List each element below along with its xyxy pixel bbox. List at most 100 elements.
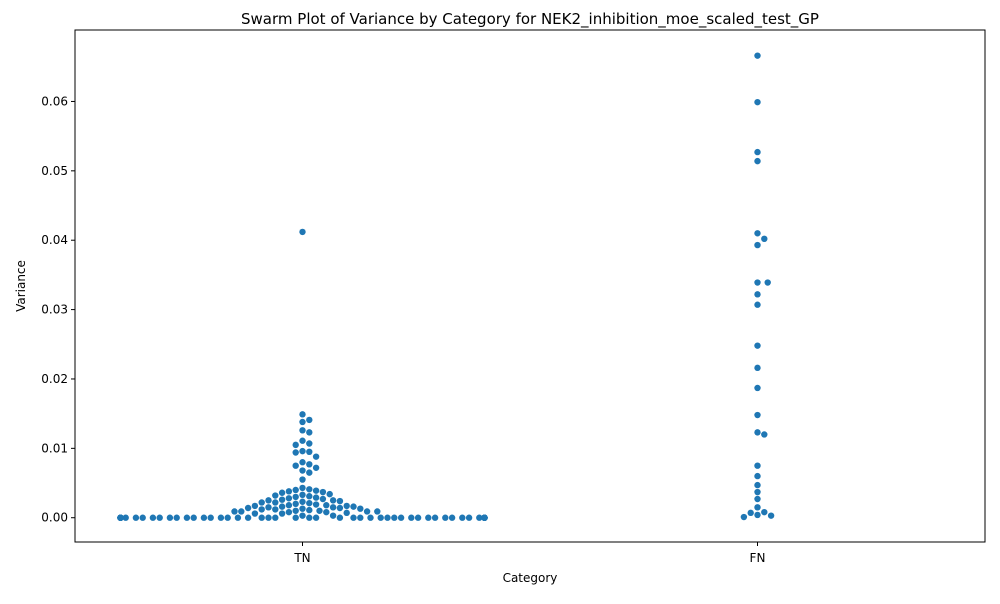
swarm-point-tn — [149, 514, 157, 521]
swarm-point-fn — [754, 472, 761, 480]
data-points — [117, 52, 775, 521]
swarm-point-tn — [306, 514, 313, 521]
swarm-point-tn — [272, 506, 279, 513]
swarm-point-tn — [384, 514, 391, 521]
swarm-point-tn — [350, 514, 357, 521]
swarm-point-tn — [299, 505, 306, 512]
swarm-point-tn — [292, 507, 299, 514]
swarm-point-tn — [265, 514, 272, 521]
swarm-point-fn — [740, 513, 748, 521]
y-tick-label: 0.01 — [41, 441, 68, 455]
swarm-point-tn — [122, 514, 129, 521]
swarm-point-tn — [391, 514, 398, 521]
swarm-point-tn — [299, 484, 306, 492]
swarm-point-tn — [481, 514, 488, 521]
swarm-point-tn — [336, 497, 344, 505]
y-tick-label: 0.05 — [41, 164, 68, 178]
swarm-point-tn — [350, 503, 357, 510]
swarm-point-tn — [258, 514, 265, 521]
swarm-point-tn — [272, 499, 279, 506]
swarm-point-tn — [292, 462, 299, 469]
swarm-point-tn — [285, 502, 293, 509]
swarm-point-fn — [754, 462, 761, 469]
swarm-point-tn — [408, 514, 415, 521]
swarm-point-tn — [343, 509, 350, 517]
swarm-point-fn — [754, 411, 761, 419]
swarm-point-tn — [329, 504, 337, 511]
swarm-point-tn — [306, 440, 313, 447]
swarm-point-tn — [258, 499, 265, 506]
swarm-point-tn — [200, 514, 208, 521]
swarm-point-tn — [397, 514, 405, 521]
swarm-point-fn — [754, 488, 761, 496]
y-tick-label: 0.06 — [41, 94, 68, 108]
swarm-point-tn — [139, 514, 146, 521]
swarm-point-tn — [319, 495, 327, 503]
swarm-point-tn — [299, 459, 306, 466]
swarm-point-tn — [265, 497, 272, 504]
swarm-point-fn — [761, 235, 768, 243]
swarm-point-tn — [299, 476, 306, 483]
swarm-point-tn — [323, 508, 330, 516]
swarm-point-tn — [272, 514, 279, 521]
swarm-point-tn — [132, 514, 140, 521]
swarm-point-fn — [761, 431, 768, 438]
swarm-point-tn — [323, 502, 330, 509]
swarm-point-fn — [754, 98, 761, 106]
swarm-point-tn — [442, 514, 449, 521]
swarm-point-tn — [312, 494, 320, 501]
swarm-point-tn — [299, 427, 306, 434]
swarm-point-tn — [234, 514, 242, 521]
swarm-point-tn — [292, 449, 299, 456]
swarm-point-tn — [190, 514, 197, 521]
swarm-point-tn — [292, 486, 299, 494]
swarm-point-tn — [272, 492, 279, 499]
swarm-point-tn — [299, 491, 306, 499]
swarm-point-tn — [319, 488, 327, 496]
swarm-point-fn — [754, 279, 761, 286]
swarm-point-tn — [285, 508, 293, 516]
swarm-point-tn — [306, 493, 313, 500]
swarm-point-tn — [166, 514, 174, 521]
swarm-point-tn — [343, 502, 350, 510]
swarm-point-fn — [754, 52, 761, 59]
swarm-point-tn — [285, 488, 293, 495]
swarm-point-tn — [292, 493, 299, 501]
swarm-point-tn — [258, 506, 265, 513]
y-tick-label: 0.02 — [41, 372, 68, 386]
swarm-point-fn — [747, 509, 754, 517]
swarm-point-tn — [425, 514, 432, 521]
swarm-point-tn — [312, 501, 320, 508]
swarm-point-tn — [336, 504, 344, 512]
swarm-point-tn — [312, 464, 320, 471]
swarm-point-tn — [448, 514, 456, 521]
swarm-point-tn — [299, 437, 306, 444]
swarm-point-tn — [299, 418, 306, 426]
swarm-point-tn — [306, 506, 313, 514]
swarm-point-tn — [374, 508, 381, 515]
swarm-point-tn — [306, 486, 313, 493]
swarm-point-fn — [754, 342, 761, 349]
swarm-point-tn — [357, 514, 364, 521]
swarm-point-tn — [285, 495, 293, 502]
swarm-point-fn — [754, 495, 761, 503]
swarm-point-tn — [292, 441, 299, 449]
swarm-point-tn — [363, 508, 371, 515]
swarm-point-fn — [754, 511, 761, 519]
swarm-point-tn — [265, 504, 272, 511]
swarm-point-fn — [754, 148, 761, 156]
swarm-point-tn — [367, 514, 374, 521]
swarm-point-tn — [306, 448, 313, 456]
swarm-point-tn — [278, 510, 286, 517]
swarm-point-tn — [299, 411, 306, 418]
swarm-point-fn — [754, 364, 761, 372]
swarm-point-tn — [377, 514, 384, 521]
y-tick-label: 0.00 — [41, 511, 68, 525]
y-axis-label: Variance — [14, 260, 28, 312]
swarm-point-fn — [754, 291, 761, 298]
swarm-point-fn — [761, 508, 768, 516]
swarm-point-tn — [299, 467, 306, 474]
swarm-point-tn — [251, 502, 259, 510]
swarm-point-tn — [476, 514, 483, 521]
